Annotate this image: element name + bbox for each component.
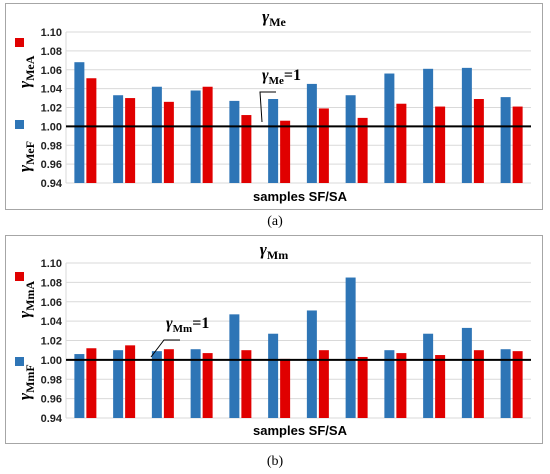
legend-swatch-f: [15, 357, 24, 366]
bar-f-3: [151, 351, 162, 418]
bar-a-6: [280, 358, 291, 418]
y-tick-label: 1.06: [41, 297, 62, 309]
bar-f-6: [268, 99, 279, 183]
bar-f-3: [151, 86, 162, 183]
y-tick-label: 1.08: [41, 46, 62, 58]
y-tick-label: 0.96: [41, 394, 62, 406]
bar-f-8: [345, 95, 356, 183]
bar-a-10: [435, 355, 446, 418]
reference-annotation: γMe=1: [262, 67, 301, 87]
chart-panel-a: 0.94 0.96 0.98 1.00 1.02 1.04 1.06 1.08 1.10 γMe s…: [5, 3, 543, 210]
reference-annotation: γMm=1: [166, 315, 209, 335]
y-tick-label: 0.94: [41, 413, 63, 425]
bar-a-2: [125, 345, 136, 418]
bar-a-2: [125, 98, 136, 183]
bar-a-11: [473, 350, 484, 418]
chart-gamma-mm: 0.94 0.96 0.98 1.00 1.02 1.04 1.06 1.08 1.10 γMm s…: [15, 240, 531, 438]
chart-gamma-me: 0.94 0.96 0.98 1.00 1.02 1.04 1.06 1.08 1.10 γMe s…: [15, 7, 531, 204]
y-tick-label: 1.02: [41, 103, 62, 115]
bar-a-1: [86, 78, 97, 183]
chart-title: γMe: [262, 7, 286, 29]
bar-f-11: [461, 327, 472, 418]
bar-a-1: [86, 348, 97, 418]
bar-f-1: [74, 354, 85, 418]
bar-a-9: [396, 103, 407, 183]
chart-title: γMm: [260, 240, 288, 262]
y-tick-label: 1.04: [41, 84, 63, 96]
y-tick-labels: 0.94 0.96 0.98 1.00 1.02 1.04 1.06 1.08 1.10: [41, 27, 63, 190]
y-label-f: γMmF: [15, 364, 37, 400]
bar-f-4: [190, 349, 201, 418]
y-label-f: γMeF: [15, 141, 37, 172]
bar-f-5: [229, 314, 240, 418]
bar-f-1: [74, 62, 85, 184]
bar-f-12: [500, 97, 511, 183]
bar-f-4: [190, 90, 201, 183]
gridlines: [66, 31, 531, 184]
y-label-a: γMmA: [15, 281, 37, 318]
bar-f-7: [306, 83, 317, 183]
bar-f-9: [384, 350, 395, 418]
y-tick-label: 0.94: [41, 178, 63, 190]
chart-panel-b: 0.94 0.96 0.98 1.00 1.02 1.04 1.06 1.08 1.10 γMm s…: [5, 235, 543, 444]
y-tick-label: 0.98: [41, 374, 62, 386]
bar-a-8: [357, 117, 368, 183]
bar-a-5: [241, 350, 252, 418]
y-tick-label: 1.00: [41, 121, 62, 133]
bar-a-7: [318, 108, 329, 183]
bars: [74, 62, 523, 184]
bar-a-4: [202, 353, 213, 418]
bar-a-12: [512, 351, 523, 418]
annotation-leader-line: [150, 339, 180, 358]
y-tick-label: 0.96: [41, 159, 62, 171]
bar-a-4: [202, 86, 213, 183]
y-tick-label: 1.04: [41, 316, 63, 328]
bar-a-11: [473, 99, 484, 183]
y-tick-label: 1.10: [41, 27, 62, 39]
y-tick-label: 1.08: [41, 277, 62, 289]
x-axis-label: samples SF/SA: [253, 423, 348, 438]
bar-a-12: [512, 106, 523, 183]
bar-a-8: [357, 356, 368, 418]
y-tick-label: 1.02: [41, 336, 62, 348]
gridlines: [66, 262, 531, 419]
bar-f-6: [268, 333, 279, 418]
bar-a-5: [241, 115, 252, 183]
bar-a-9: [396, 353, 407, 418]
bar-a-3: [163, 101, 174, 183]
bars: [74, 277, 523, 418]
y-tick-label: 0.98: [41, 140, 62, 152]
bar-a-7: [318, 350, 329, 418]
bar-f-2: [113, 95, 124, 183]
bar-f-12: [500, 349, 511, 418]
bar-f-7: [306, 310, 317, 418]
y-label-a: γMeA: [15, 55, 37, 88]
bar-f-8: [345, 277, 356, 418]
legend-swatch-a: [15, 272, 24, 281]
annotation-leader-line: [259, 91, 276, 123]
caption-b: (b): [266, 454, 284, 469]
legend-swatch-a: [15, 38, 24, 47]
bar-a-10: [435, 106, 446, 183]
caption-a: (a): [267, 214, 283, 229]
y-tick-label: 1.10: [41, 258, 62, 270]
bar-f-2: [113, 350, 124, 418]
bar-f-9: [384, 73, 395, 183]
bar-f-10: [423, 333, 434, 418]
y-tick-label: 1.00: [41, 355, 62, 367]
y-tick-labels: 0.94 0.96 0.98 1.00 1.02 1.04 1.06 1.08 1.10: [41, 258, 63, 425]
y-tick-label: 1.06: [41, 65, 62, 77]
bar-f-5: [229, 100, 240, 183]
legend-swatch-f: [15, 120, 24, 129]
bar-a-6: [280, 120, 291, 183]
x-axis-label: samples SF/SA: [253, 189, 348, 204]
bar-a-3: [163, 349, 174, 418]
